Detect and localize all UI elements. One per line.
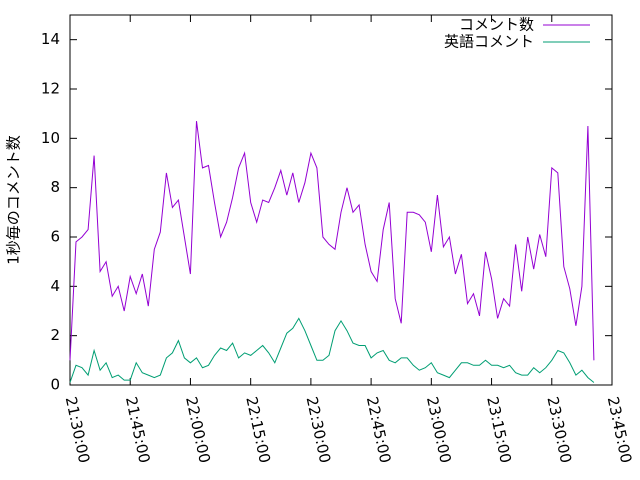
- y-tick-label: 12: [41, 80, 60, 98]
- x-tick-label: 22:45:00: [363, 395, 395, 465]
- data-line: [69, 317, 595, 383]
- legend-label: 英語コメント: [444, 33, 534, 51]
- x-tick-label: 22:00:00: [182, 395, 214, 465]
- x-tick-label: 22:30:00: [303, 395, 335, 465]
- x-tick-label: 23:00:00: [423, 395, 455, 465]
- y-axis-label: 1秒毎のコメント数: [5, 135, 23, 265]
- y-tick-label: 6: [50, 228, 60, 246]
- plot-frame: [69, 14, 613, 386]
- y-tick-label: 4: [50, 277, 60, 295]
- y-tick-label: 14: [41, 30, 60, 48]
- x-tick-label: 21:45:00: [122, 395, 154, 465]
- x-tick-label: 22:15:00: [242, 395, 274, 465]
- x-tick-label: 21:30:00: [62, 395, 94, 465]
- data-line: [69, 121, 595, 361]
- legend-label: コメント数: [459, 16, 534, 34]
- y-tick-label: 0: [50, 376, 60, 394]
- y-tick-label: 8: [50, 178, 60, 196]
- x-tick-label: 23:15:00: [483, 395, 515, 465]
- x-tick-label: 23:45:00: [604, 395, 636, 465]
- x-tick-label: 23:30:00: [543, 395, 575, 465]
- y-tick-label: 2: [50, 326, 60, 344]
- y-tick-label: 10: [41, 129, 60, 147]
